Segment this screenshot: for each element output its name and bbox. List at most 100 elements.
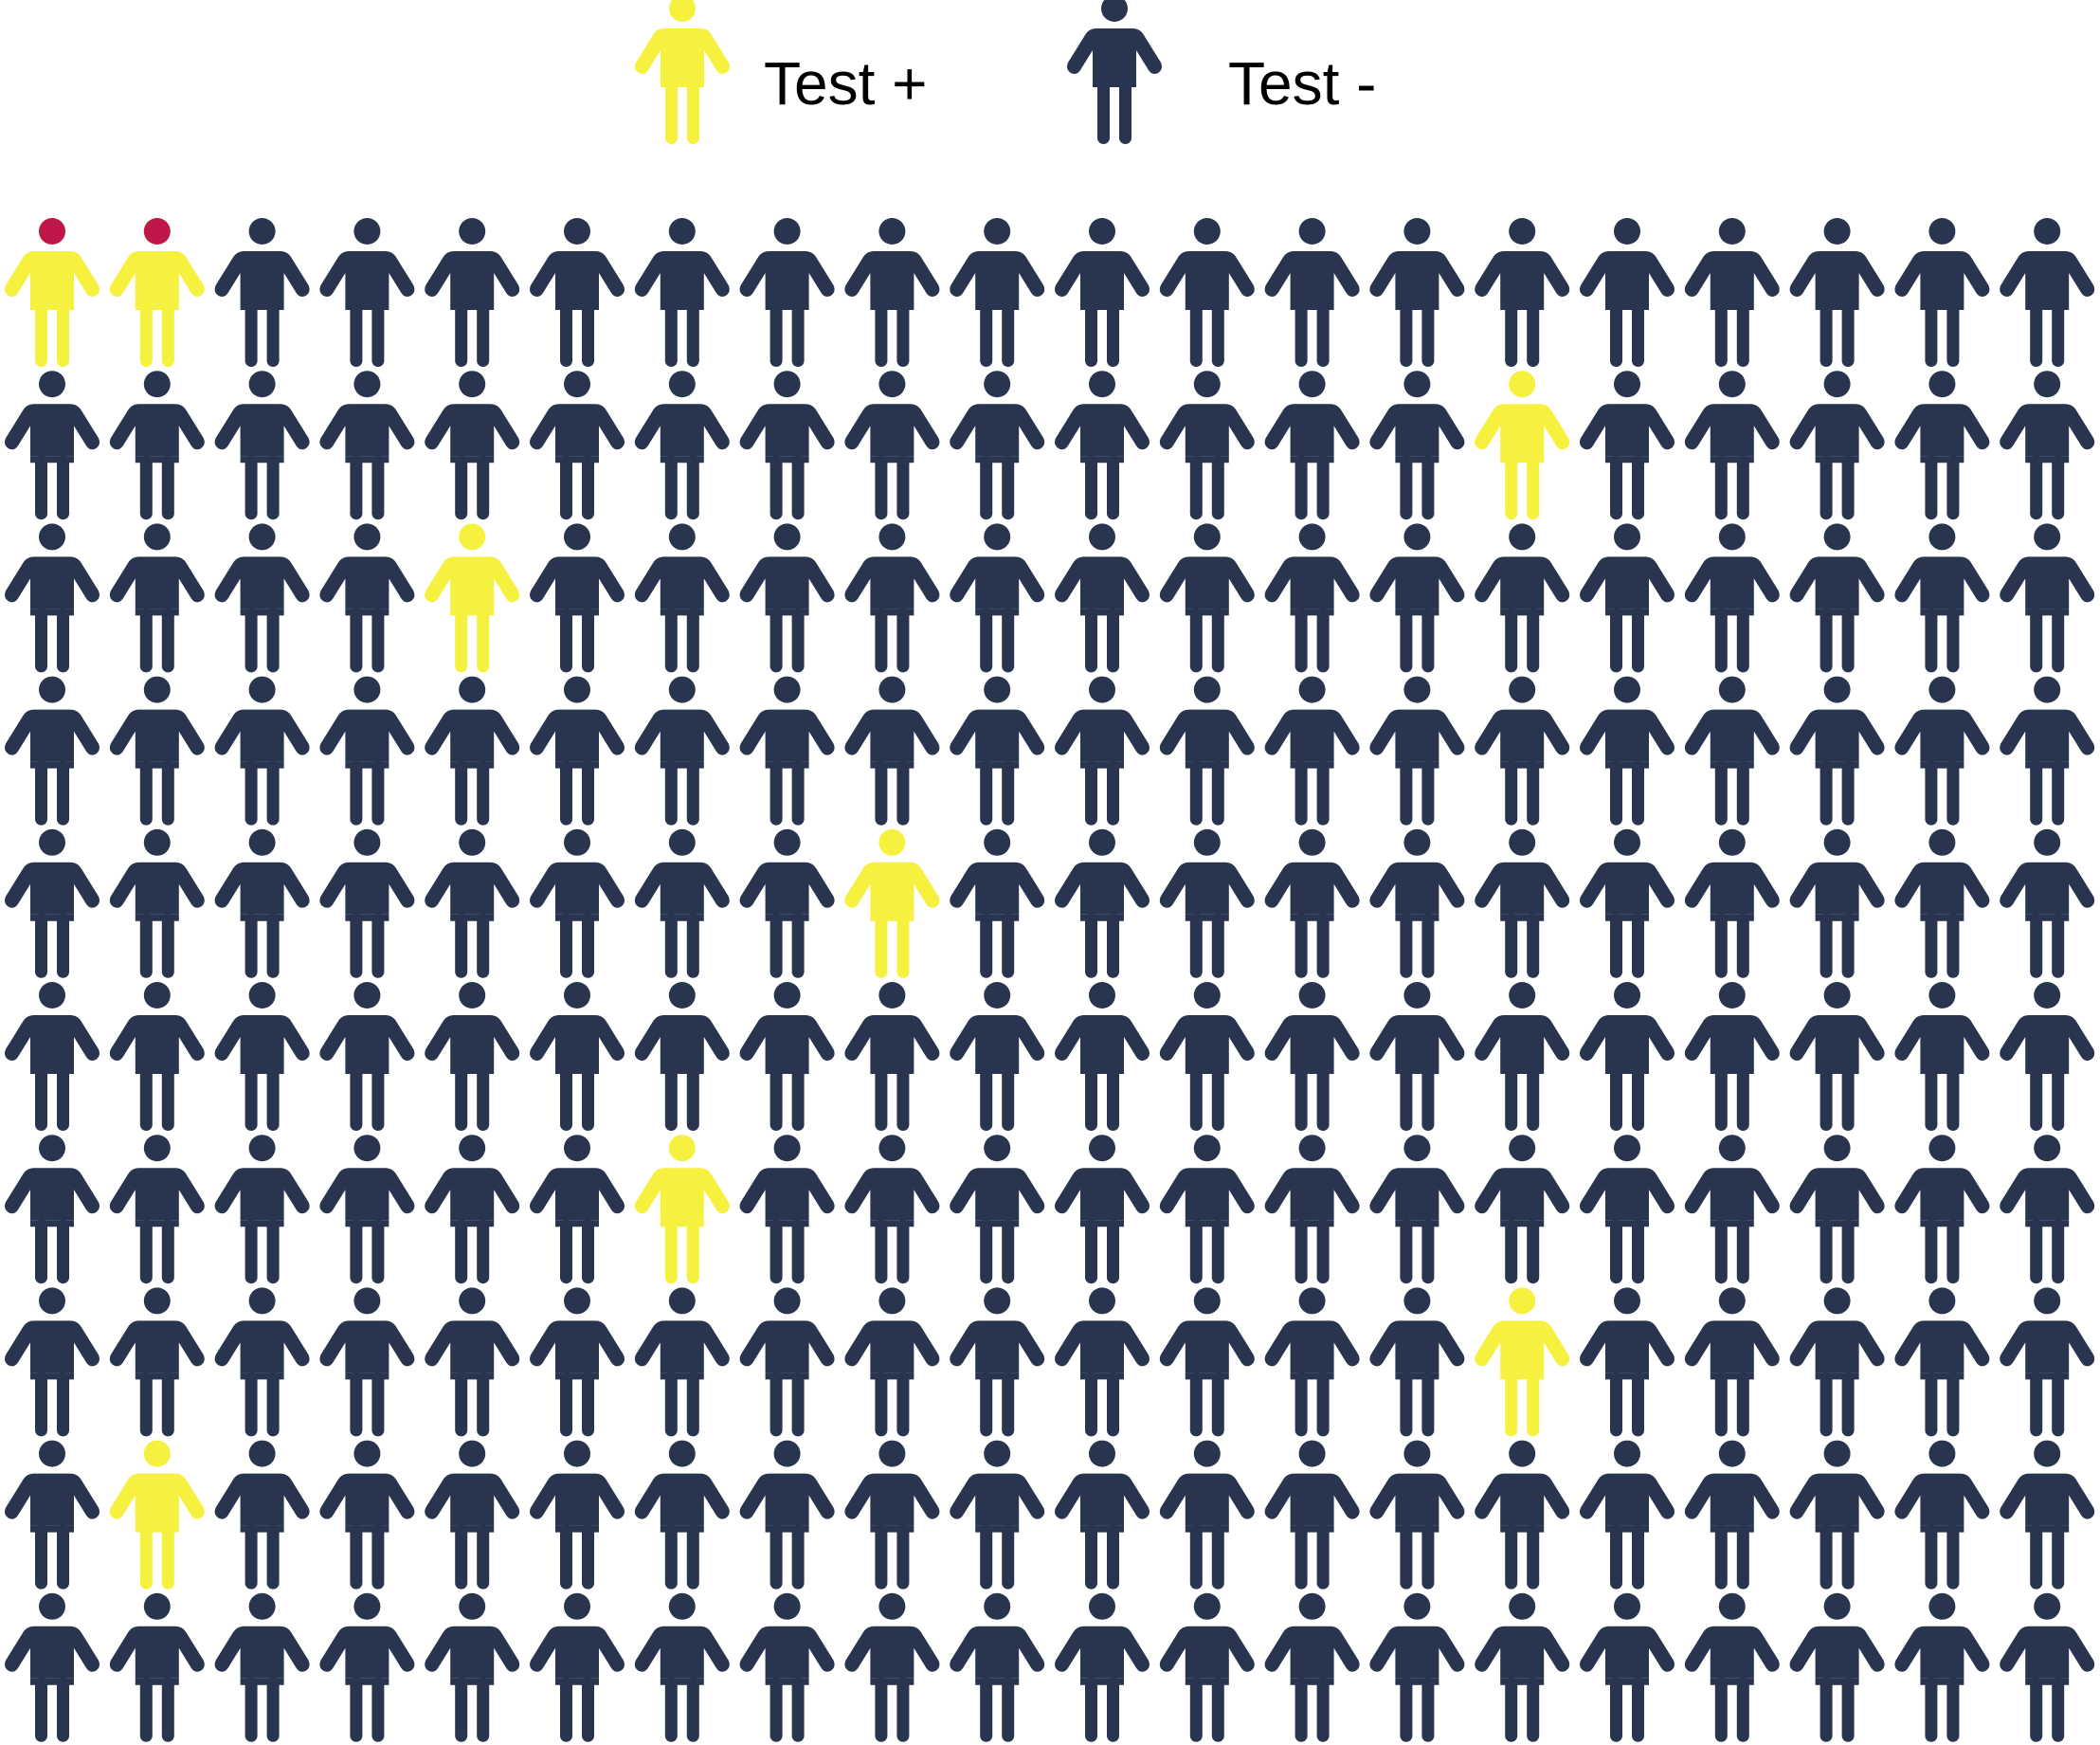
person-icon-negative [1369, 218, 1465, 367]
person-icon-negative [1159, 1440, 1255, 1590]
person-icon-negative [1894, 523, 1990, 673]
person-icon-negative [950, 371, 1045, 520]
person-icon-negative [1159, 1287, 1255, 1437]
person-icon-negative [1789, 982, 1885, 1131]
person-icon-negative [5, 1592, 100, 1742]
person-icon-negative [1580, 218, 1675, 367]
person-icon-positive [1475, 371, 1570, 520]
person-icon-negative [1475, 523, 1570, 673]
person-icon-negative [2000, 218, 2095, 367]
person-icon-negative [739, 1287, 835, 1437]
person-icon-negative [1369, 1135, 1465, 1284]
person-icon-negative [844, 1440, 940, 1590]
person-icon-negative [214, 218, 310, 367]
person-icon-negative [214, 1287, 310, 1437]
person-icon-negative [1789, 1440, 1885, 1590]
person-icon-negative [214, 982, 310, 1131]
person-icon-negative [1789, 371, 1885, 520]
person-icon-negative [1264, 676, 1360, 826]
person-icon-negative [319, 371, 415, 520]
person-icon-negative [1789, 828, 1885, 978]
person-icon-negative [1684, 1440, 1780, 1590]
person-icon-negative [1894, 676, 1990, 826]
person-icon-negative [5, 523, 100, 673]
person-icon-negative [1055, 1440, 1150, 1590]
person-icon-negative [1580, 982, 1675, 1131]
person-icon-negative [634, 523, 730, 673]
person-icon-negative [2000, 676, 2095, 826]
person-icon-negative [950, 218, 1045, 367]
person-icon-negative [1159, 371, 1255, 520]
legend-label-negative: Test - [1228, 49, 1377, 118]
person-icon-negative [1580, 1592, 1675, 1742]
person-icon-negative [214, 1135, 310, 1284]
person-icon-negative [1369, 523, 1465, 673]
legend-item-negative: Test - [1058, 0, 1418, 152]
person-icon-negative [950, 1135, 1045, 1284]
person-icon-negative [844, 371, 940, 520]
person-icon-negative [844, 218, 940, 367]
person-icon-negative [739, 371, 835, 520]
person-icon-negative [1684, 1287, 1780, 1437]
person-icon-negative [1369, 1440, 1465, 1590]
person-icon-negative [425, 1287, 520, 1437]
person-icon-negative [214, 523, 310, 673]
person-icon-negative [1894, 1135, 1990, 1284]
person-icon-negative [5, 1287, 100, 1437]
person-icon-negative [634, 371, 730, 520]
person-icon-negative [1055, 523, 1150, 673]
person-icon-negative [844, 1592, 940, 1742]
person-icon-negative [319, 982, 415, 1131]
person-icon-negative [1789, 1135, 1885, 1284]
person-icon-negative [1580, 523, 1675, 673]
person-icon-negative [2000, 982, 2095, 1131]
person-icon-negative [5, 676, 100, 826]
person-icon-negative [214, 676, 310, 826]
person-icon-positive [5, 218, 100, 367]
person-icon-negative [530, 1135, 625, 1284]
person-icon-positive [1475, 1287, 1570, 1437]
person-icon-negative [425, 1135, 520, 1284]
person-icon-negative [739, 1135, 835, 1284]
person-icon-negative [425, 982, 520, 1131]
person-icon-negative [1055, 218, 1150, 367]
person-icon-negative [319, 828, 415, 978]
highlighted-head [39, 218, 65, 245]
person-icon-negative [1789, 676, 1885, 826]
person-icon-negative [1369, 1287, 1465, 1437]
person-icon-negative [1894, 1287, 1990, 1437]
person-icon-negative [425, 371, 520, 520]
person-icon-negative [214, 371, 310, 520]
person-icon-negative [1264, 982, 1360, 1131]
person-icon-negative [1789, 218, 1885, 367]
person-icon-negative [844, 1287, 940, 1437]
person-icon-negative [950, 1287, 1045, 1437]
person-icon-negative [5, 828, 100, 978]
person-icon-negative [1684, 1592, 1780, 1742]
person-icon-negative [1264, 828, 1360, 978]
person-icon-negative [1580, 676, 1675, 826]
person-icon-negative [530, 523, 625, 673]
person-icon-negative [530, 982, 625, 1131]
person-icon-negative [530, 371, 625, 520]
person-icon-negative [425, 676, 520, 826]
person-icon-negative [739, 1440, 835, 1590]
person-icon-negative [634, 676, 730, 826]
person-icon-negative [634, 1592, 730, 1742]
person-icon-positive [425, 523, 520, 673]
person-icon-negative [950, 1440, 1045, 1590]
person-icon-positive [634, 1135, 730, 1284]
person-icon-negative [739, 676, 835, 826]
person-icon-negative [425, 218, 520, 367]
person-icon-negative [739, 523, 835, 673]
person-icon-negative [1684, 1135, 1780, 1284]
person-icon-positive [109, 1440, 205, 1590]
person-icon-negative [1369, 1592, 1465, 1742]
person-icon-negative [214, 1592, 310, 1742]
person-icon-negative [2000, 1592, 2095, 1742]
person-icon-negative [530, 676, 625, 826]
person-icon-negative [1580, 828, 1675, 978]
person-icon-negative [214, 1440, 310, 1590]
person-icon-negative [1789, 1592, 1885, 1742]
person-icon-negative [5, 371, 100, 520]
